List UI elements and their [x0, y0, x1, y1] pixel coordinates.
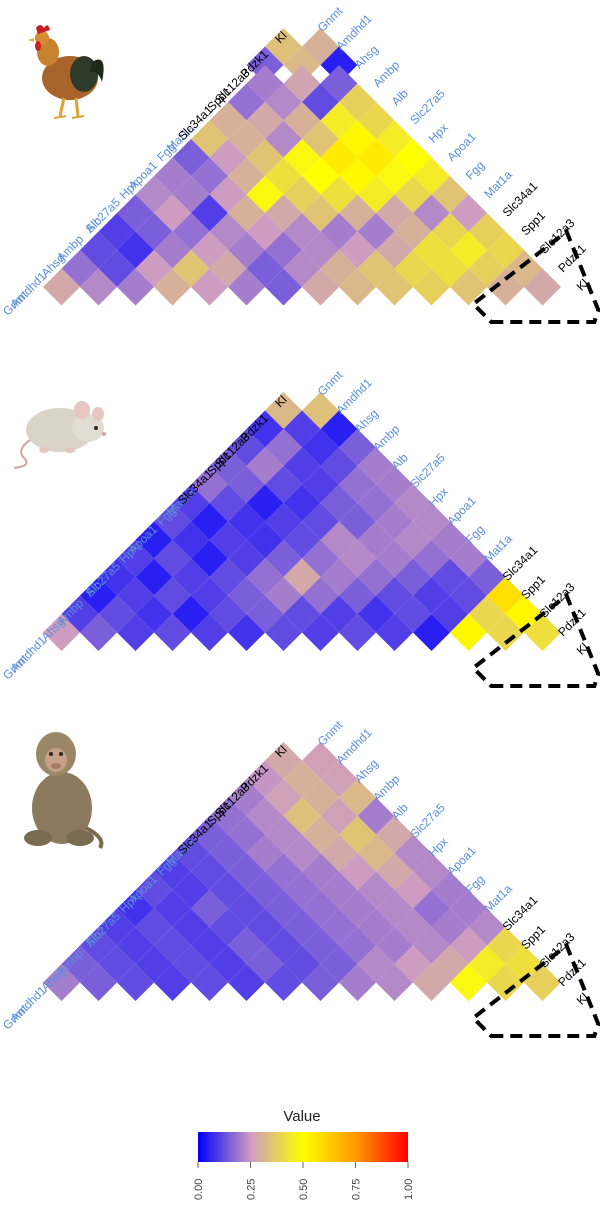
heatmap-cell: [228, 614, 265, 651]
heatmap-cell: [117, 964, 154, 1001]
monkey-photo: [24, 732, 104, 850]
right-gene-label: Alb: [389, 86, 411, 108]
heatmap-cell: [302, 964, 339, 1001]
right-gene-label: Spp1: [518, 922, 548, 952]
heatmap-cell: [154, 614, 191, 651]
legend-tick-label: 0.00: [193, 1179, 205, 1200]
legend-tick-label: 0.50: [298, 1179, 310, 1200]
right-gene-label: Apoa1: [444, 129, 479, 164]
right-gene-label: Fgg: [463, 158, 488, 183]
heatmap-cell: [80, 964, 117, 1001]
heatmap-cell: [339, 268, 376, 306]
right-gene-label: Apoa1: [444, 493, 479, 528]
heatmap-cell: [413, 964, 450, 1001]
heatmap-cell: [117, 268, 154, 306]
heatmap-cell: [43, 614, 80, 651]
heatmap-cell: [376, 614, 413, 651]
right-gene-label: Ambp: [370, 422, 402, 454]
heatmap-cell: [80, 614, 117, 651]
right-gene-label: Spp1: [518, 572, 548, 602]
mouse-heatmap: GnmtGnmtAmdhd1Amdhd1AhsgAhsgAmbpAmbpAlbA…: [0, 368, 600, 688]
legend-tick-label: 0.75: [351, 1179, 363, 1200]
heatmap-cell: [450, 268, 487, 306]
heatmap-cell: [154, 964, 191, 1001]
heatmap-cell: [339, 614, 376, 651]
right-gene-label: Spp1: [518, 208, 548, 238]
right-gene-label: Mat1a: [481, 167, 515, 201]
right-gene-label: Gnmt: [315, 718, 346, 749]
heatmap-cell: [487, 614, 524, 651]
right-gene-label: Gnmt: [315, 4, 346, 35]
heatmap-cell: [487, 268, 524, 306]
right-gene-label: Mat1a: [481, 531, 515, 565]
legend-title: Value: [283, 1108, 320, 1125]
heatmap-cell: [450, 964, 487, 1001]
color-legend: Value 0.00 0.25 0.50 0.75 1.00: [193, 1108, 415, 1200]
right-gene-label: Apoa1: [444, 843, 479, 878]
right-gene-label: Hpx: [426, 121, 451, 146]
heatmap-cell: [265, 964, 302, 1001]
heatmap-cell: [191, 614, 228, 651]
heatmap-cell: [117, 614, 154, 651]
heatmap-cell: [80, 268, 117, 306]
heatmap-cell: [265, 614, 302, 651]
heatmap-cell: [339, 964, 376, 1001]
heatmap-panels: GnmtGnmtAmdhd1Amdhd1AhsgAhsgAmbpAmbpAlbA…: [0, 4, 600, 1038]
right-gene-label: Mat1a: [481, 881, 515, 915]
heatmap-cell: [487, 964, 524, 1001]
heatmap-cell: [265, 268, 302, 306]
heatmap-cell: [413, 614, 450, 651]
heatmap-cell: [524, 614, 561, 651]
right-gene-label: Slc27a5: [407, 86, 448, 127]
right-gene-label: Ambp: [370, 58, 402, 90]
heatmap-cell: [376, 964, 413, 1001]
heatmap-cell: [191, 964, 228, 1001]
heatmap-cell: [191, 268, 228, 306]
right-gene-label: Slc27a5: [407, 800, 448, 841]
chicken-photo: [28, 25, 104, 119]
heatmap-cell: [43, 268, 80, 306]
right-gene-label: Ahsg: [352, 42, 381, 71]
heatmap-cell: [450, 614, 487, 651]
heatmap-cell: [413, 268, 450, 306]
heatmap-cell: [302, 614, 339, 651]
highlight-dashed-triangle: [470, 592, 600, 688]
heatmap-cell: [43, 964, 80, 1001]
right-gene-label: Slc27a5: [407, 450, 448, 491]
mouse-photo: [13, 401, 106, 469]
legend-ticks: 0.00 0.25 0.50 0.75 1.00: [193, 1162, 415, 1200]
heatmap-cell: [376, 268, 413, 306]
heatmap-cell: [154, 268, 191, 306]
right-gene-label: Ahsg: [352, 406, 381, 435]
highlight-dashed-triangle: [470, 942, 600, 1038]
legend-colorbar: [198, 1132, 408, 1162]
right-gene-label: Ambp: [370, 772, 402, 804]
legend-tick-label: 0.25: [246, 1179, 258, 1200]
right-gene-label: Ahsg: [352, 756, 381, 785]
heatmap-cell: [302, 268, 339, 306]
heatmap-cell: [228, 268, 265, 306]
heatmap-cell: [524, 964, 561, 1001]
heatmap-cell: [524, 268, 561, 306]
heatmap-cell: [228, 964, 265, 1001]
right-gene-label: Gnmt: [315, 368, 346, 399]
highlight-dashed-triangle: [470, 228, 600, 324]
legend-tick-label: 1.00: [403, 1179, 415, 1200]
